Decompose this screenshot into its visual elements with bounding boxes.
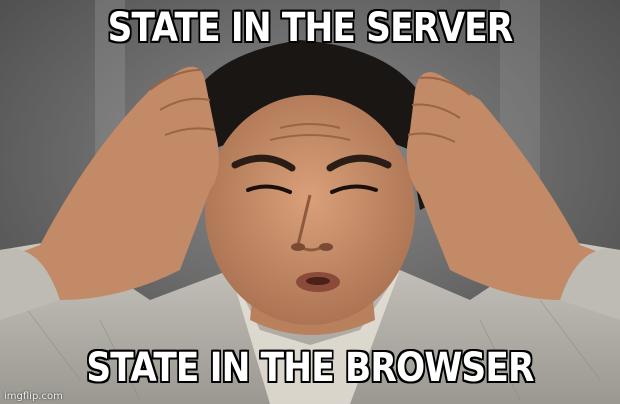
- right-hand: [406, 72, 620, 311]
- left-hand: [0, 66, 219, 311]
- face: [205, 95, 415, 325]
- shirt: [0, 240, 620, 404]
- watermark: imgflip.com: [4, 391, 63, 402]
- bottom-caption: STATE IN THE BROWSER: [86, 345, 536, 391]
- top-caption: STATE IN THE SERVER: [107, 5, 514, 51]
